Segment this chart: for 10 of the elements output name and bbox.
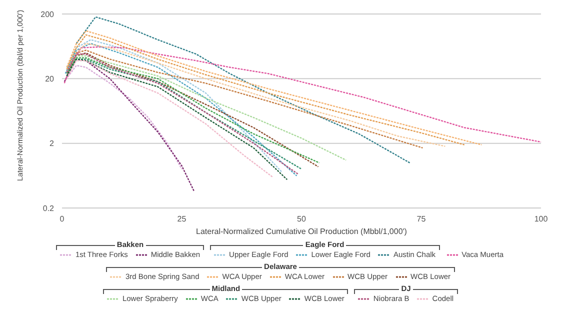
x-tick-label: 50 bbox=[297, 214, 306, 224]
y-tick-label: 200 bbox=[40, 10, 55, 19]
y-tick-label: 0.2 bbox=[42, 204, 55, 213]
x-tick-label: 0 bbox=[60, 214, 65, 224]
x-tick-label: 100 bbox=[534, 214, 548, 224]
y-tick-label: 2 bbox=[50, 139, 55, 148]
x-tick-label: 25 bbox=[177, 214, 187, 224]
x-tick-label: 75 bbox=[416, 214, 426, 224]
x-axis-title: Lateral-Normalized Cumulative Oil Production (Mbbl/1,000') bbox=[196, 227, 408, 236]
y-tick-label: 20 bbox=[45, 74, 55, 84]
